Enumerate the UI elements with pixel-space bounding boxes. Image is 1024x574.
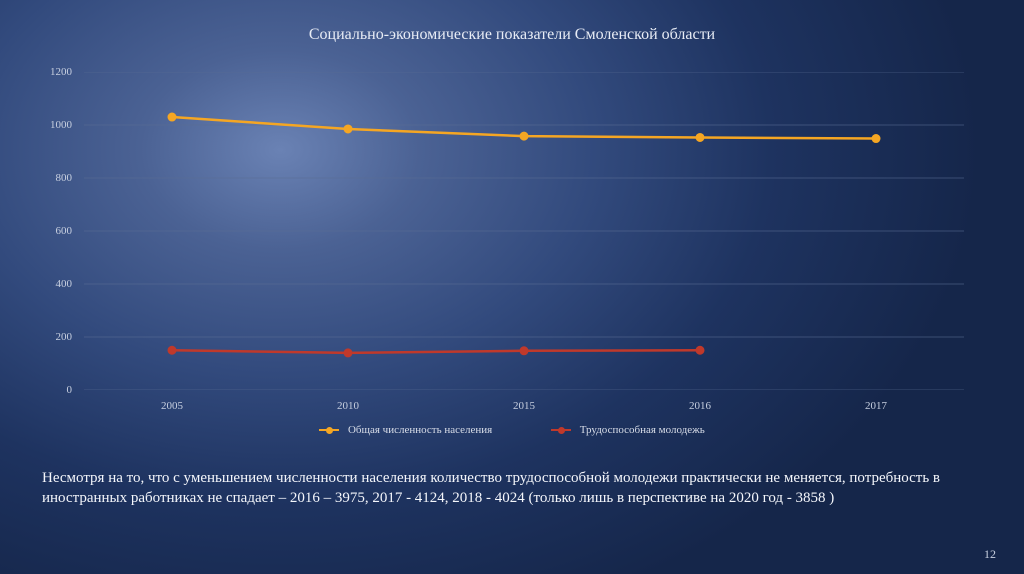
legend-item-series-0: Общая численность населения xyxy=(319,424,492,436)
legend-item-series-1: Трудоспособная молодежь xyxy=(551,424,705,436)
y-tick-label: 800 xyxy=(32,172,72,184)
chart-area: 0200400600800100012002005201020152016201… xyxy=(84,72,964,390)
legend-swatch-icon xyxy=(319,429,339,431)
page-number: 12 xyxy=(984,547,996,562)
legend-label: Общая численность населения xyxy=(348,424,492,436)
y-tick-label: 400 xyxy=(32,278,72,290)
y-tick-label: 600 xyxy=(32,225,72,237)
x-tick-label: 2010 xyxy=(323,400,373,412)
y-tick-label: 0 xyxy=(32,384,72,396)
legend-swatch-icon xyxy=(551,429,571,431)
y-tick-label: 1200 xyxy=(32,66,72,78)
x-tick-label: 2015 xyxy=(499,400,549,412)
x-tick-label: 2016 xyxy=(675,400,725,412)
x-tick-label: 2017 xyxy=(851,400,901,412)
chart-title: Социально-экономические показатели Смоле… xyxy=(0,26,1024,44)
chart-legend: Общая численность населения Трудоспособн… xyxy=(0,424,1024,436)
x-tick-label: 2005 xyxy=(147,400,197,412)
slide-caption: Несмотря на то, что с уменьшением числен… xyxy=(42,468,982,509)
y-tick-label: 200 xyxy=(32,331,72,343)
chart-plot xyxy=(84,72,964,390)
y-tick-label: 1000 xyxy=(32,119,72,131)
legend-label: Трудоспособная молодежь xyxy=(580,424,705,436)
